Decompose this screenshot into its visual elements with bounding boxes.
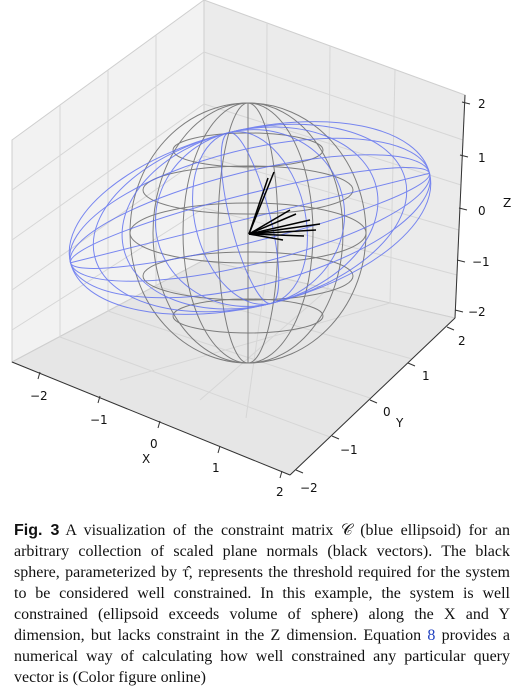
- x-tick-2: 2: [276, 485, 284, 499]
- caption-text-part-1: A visualization of the constraint matrix…: [14, 522, 510, 644]
- x-tick-minus-2: −2: [30, 389, 48, 403]
- y-tick-minus-1: −1: [340, 443, 358, 457]
- x-axis-label: X: [142, 452, 150, 466]
- z-axis-label: Z: [503, 196, 511, 210]
- y-tick-0: 0: [383, 405, 391, 419]
- figure-3d-plot: 2 1 0 −1 −2 Z −2 −1 0 1 2 X 2 1 0 −1 −2: [0, 0, 520, 500]
- axis-panes: [12, 0, 465, 475]
- z-tick-minus-2: −2: [468, 305, 486, 319]
- y-tick-1: 1: [422, 369, 430, 383]
- x-tick-0: 0: [150, 437, 158, 451]
- figure-label: Fig. 3: [14, 522, 59, 539]
- z-tick-2: 2: [478, 97, 486, 111]
- z-tick-1: 1: [478, 151, 486, 165]
- x-tick-1: 1: [212, 461, 220, 475]
- z-tick-minus-1: −1: [472, 255, 490, 269]
- y-axis-label: Y: [395, 416, 404, 430]
- y-tick-2: 2: [458, 334, 466, 348]
- z-axis: 2 1 0 −1 −2 Z: [455, 95, 511, 319]
- x-tick-minus-1: −1: [90, 413, 108, 427]
- z-tick-0: 0: [478, 204, 486, 218]
- y-tick-minus-2: −2: [300, 481, 318, 495]
